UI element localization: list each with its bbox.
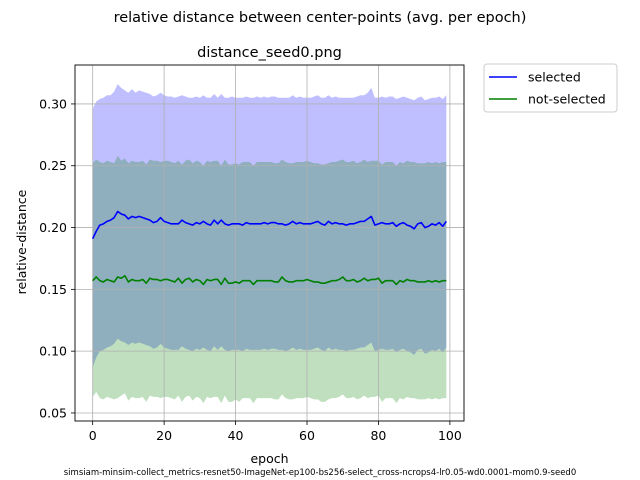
plot-area: 0 20 40 60 80 100 0.05 0.10 0.15 0.20 0.25 0.30 — [39, 64, 465, 443]
band-selected — [92, 84, 447, 368]
line-selected — [91, 210, 447, 240]
y-tick-label: 0.20 — [39, 220, 67, 235]
x-tick-label: 40 — [228, 428, 244, 443]
x-tick-label: 100 — [438, 428, 462, 443]
x-tick-label: 80 — [370, 428, 386, 443]
y-axis-label: relative-distance — [14, 189, 29, 294]
y-tick-label: 0.25 — [39, 158, 67, 173]
x-axis-label: epoch — [250, 451, 288, 466]
chart-title: distance_seed0.png — [197, 45, 342, 61]
x-tick-label: 60 — [299, 428, 315, 443]
legend: selected not-selected — [483, 63, 618, 113]
y-tick-label: 0.30 — [39, 96, 67, 111]
y-tick-label: 0.15 — [39, 282, 67, 297]
legend-frame — [483, 63, 618, 113]
x-tick-label: 0 — [89, 428, 97, 443]
axes-frame — [74, 64, 465, 422]
figure-suptitle: relative distance between center-points … — [114, 10, 527, 26]
band-not-selected — [92, 155, 447, 404]
line-not-selected — [92, 274, 447, 286]
legend-label-selected: selected — [528, 70, 581, 85]
x-tick-label: 20 — [156, 428, 172, 443]
y-tick-label: 0.05 — [39, 405, 67, 420]
legend-label-not-selected: not-selected — [528, 92, 606, 107]
y-tick-label: 0.10 — [39, 344, 67, 359]
figure-footer: simsiam-minsim-collect_metrics-resnet50-… — [64, 468, 577, 478]
